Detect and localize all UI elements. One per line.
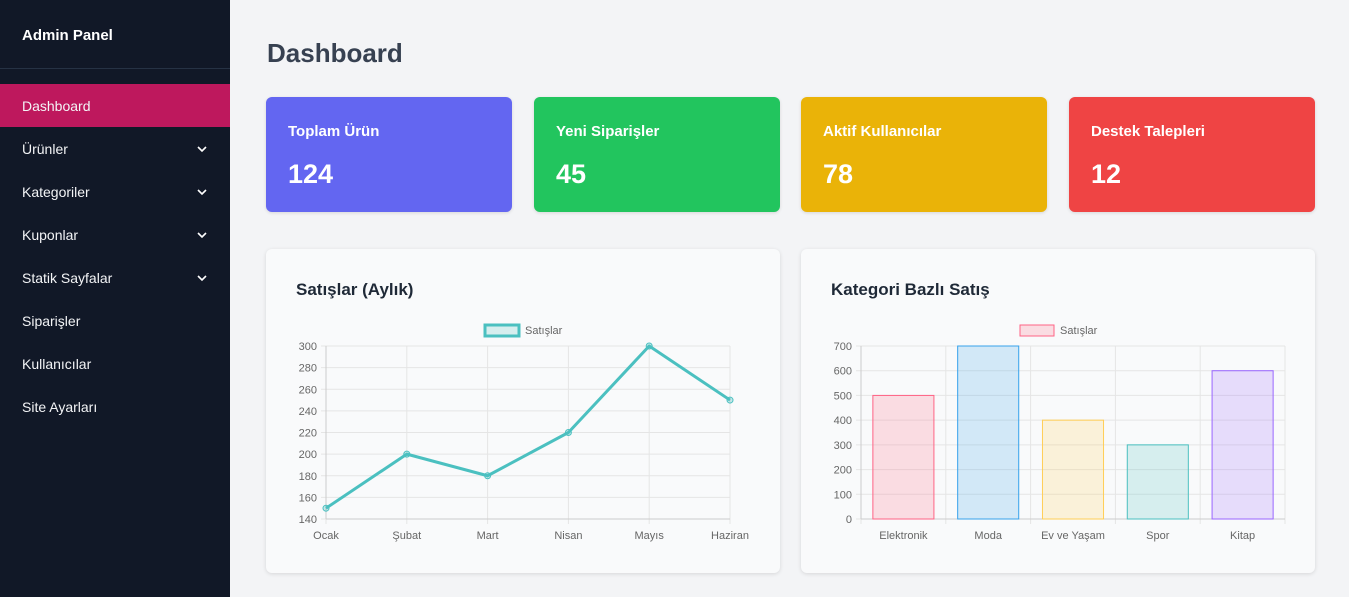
stat-card-yeni-siparisler: Yeni Siparişler 45 bbox=[534, 97, 780, 212]
y-tick-label: 240 bbox=[299, 406, 317, 418]
x-tick-label: Spor bbox=[1146, 530, 1170, 542]
sidebar-item-kategoriler[interactable]: Kategoriler bbox=[0, 170, 230, 213]
legend-label: Satışlar bbox=[1060, 325, 1098, 337]
sidebar-item-label: Ürünler bbox=[22, 140, 68, 157]
brand-title: Admin Panel bbox=[0, 0, 230, 69]
data-point bbox=[403, 450, 411, 458]
data-point bbox=[645, 342, 653, 350]
y-tick-label: 160 bbox=[299, 492, 317, 504]
stat-value: 12 bbox=[1091, 159, 1122, 189]
sidebar-item-label: Site Ayarları bbox=[22, 398, 98, 415]
x-tick-label: Kitap bbox=[1230, 530, 1255, 542]
stat-label: Destek Talepleri bbox=[1091, 123, 1205, 140]
bar bbox=[1126, 444, 1189, 520]
bar bbox=[872, 394, 935, 520]
x-tick-label: Elektronik bbox=[879, 530, 928, 542]
card-title: Satışlar (Aylık) bbox=[296, 280, 414, 299]
bar-chart: 0 100 200 300 400 500 600 700 Satışlar Elektronik… bbox=[834, 324, 1286, 542]
y-tick-label: 220 bbox=[299, 428, 317, 440]
legend-swatch bbox=[1019, 324, 1055, 337]
chevron-down-icon bbox=[197, 274, 207, 281]
x-tick-label: Mayıs bbox=[635, 530, 665, 542]
y-tick-label: 500 bbox=[834, 390, 852, 402]
sidebar-item-label: Kullanıcılar bbox=[22, 355, 92, 372]
y-tick-label: 280 bbox=[299, 363, 317, 375]
data-point bbox=[322, 504, 330, 512]
main-content: Dashboard Toplam Ürün 124 Yeni Siparişle… bbox=[230, 0, 1349, 597]
x-tick-label: Moda bbox=[974, 530, 1002, 542]
sidebar-item-urunler[interactable]: Ürünler bbox=[0, 127, 230, 170]
chevron-down-icon bbox=[197, 145, 207, 152]
sidebar-item-siparisler[interactable]: Siparişler bbox=[0, 299, 230, 342]
data-point bbox=[726, 396, 734, 404]
sidebar-item-label: Statik Sayfalar bbox=[22, 269, 113, 286]
legend-swatch bbox=[483, 323, 521, 338]
line-chart: 140 160 180 200 220 240 260 280 300 Ocak Şubat Mart… bbox=[299, 323, 749, 542]
sidebar-item-label: Kategoriler bbox=[22, 183, 90, 200]
sidebar-item-label: Siparişler bbox=[22, 312, 81, 329]
x-tick-label: Haziran bbox=[711, 530, 749, 542]
legend-label: Satışlar bbox=[525, 325, 563, 337]
series-line bbox=[325, 344, 731, 510]
stat-card-toplam-urun: Toplam Ürün 124 bbox=[266, 97, 512, 212]
sidebar-item-statik-sayfalar[interactable]: Statik Sayfalar bbox=[0, 256, 230, 299]
chevron-down-icon bbox=[197, 188, 207, 195]
bar bbox=[957, 345, 1020, 520]
stat-value: 45 bbox=[556, 159, 587, 189]
x-tick-label: Ocak bbox=[313, 530, 339, 542]
data-point bbox=[484, 472, 492, 480]
bar bbox=[1211, 370, 1274, 520]
sidebar: Admin Panel Dashboard Ürünler Kategorile… bbox=[0, 0, 230, 597]
y-tick-label: 200 bbox=[834, 465, 852, 477]
x-tick-label: Mart bbox=[477, 530, 499, 542]
category-chart-card: Kategori Bazlı Satış 0 100 200 300 400 500 600… bbox=[801, 249, 1315, 573]
y-tick-label: 200 bbox=[299, 449, 317, 461]
y-tick-label: 400 bbox=[834, 415, 852, 427]
stat-card-aktif-kullanicilar: Aktif Kullanıcılar 78 bbox=[801, 97, 1047, 212]
page-title: Dashboard bbox=[267, 38, 403, 68]
data-point bbox=[564, 429, 572, 436]
bar bbox=[1041, 419, 1105, 520]
sidebar-item-site-ayarlari[interactable]: Site Ayarları bbox=[0, 385, 230, 428]
y-tick-label: 700 bbox=[834, 341, 852, 353]
stat-label: Yeni Siparişler bbox=[556, 123, 660, 140]
y-tick-label: 300 bbox=[834, 440, 852, 452]
x-tick-label: Şubat bbox=[392, 530, 421, 542]
card-title: Kategori Bazlı Satış bbox=[831, 280, 990, 299]
sidebar-item-label: Kuponlar bbox=[22, 226, 79, 243]
sidebar-menu: Dashboard Ürünler Kategoriler Kuponlar S… bbox=[0, 84, 230, 428]
x-tick-label: Ev ve Yaşam bbox=[1041, 530, 1105, 542]
stat-card-destek-talepleri: Destek Talepleri 12 bbox=[1069, 97, 1315, 212]
sidebar-item-dashboard[interactable]: Dashboard bbox=[0, 84, 230, 127]
y-tick-label: 0 bbox=[846, 514, 852, 526]
y-tick-label: 140 bbox=[299, 514, 317, 526]
chevron-down-icon bbox=[197, 231, 207, 238]
y-tick-label: 260 bbox=[299, 384, 317, 396]
sidebar-item-label: Dashboard bbox=[22, 97, 91, 114]
sidebar-item-kullanicilar[interactable]: Kullanıcılar bbox=[0, 342, 230, 385]
x-tick-label: Nisan bbox=[554, 530, 582, 542]
stat-label: Aktif Kullanıcılar bbox=[823, 123, 942, 140]
y-tick-label: 600 bbox=[834, 366, 852, 378]
y-tick-label: 100 bbox=[834, 489, 852, 501]
sales-chart-card: Satışlar (Aylık) 140 160 180 200 220 240 260 28… bbox=[266, 249, 780, 573]
y-tick-label: 300 bbox=[299, 341, 317, 353]
stat-value: 78 bbox=[823, 159, 854, 189]
sidebar-item-kuponlar[interactable]: Kuponlar bbox=[0, 213, 230, 256]
stat-label: Toplam Ürün bbox=[288, 123, 380, 140]
y-tick-label: 180 bbox=[299, 471, 317, 483]
stat-value: 124 bbox=[288, 159, 334, 189]
